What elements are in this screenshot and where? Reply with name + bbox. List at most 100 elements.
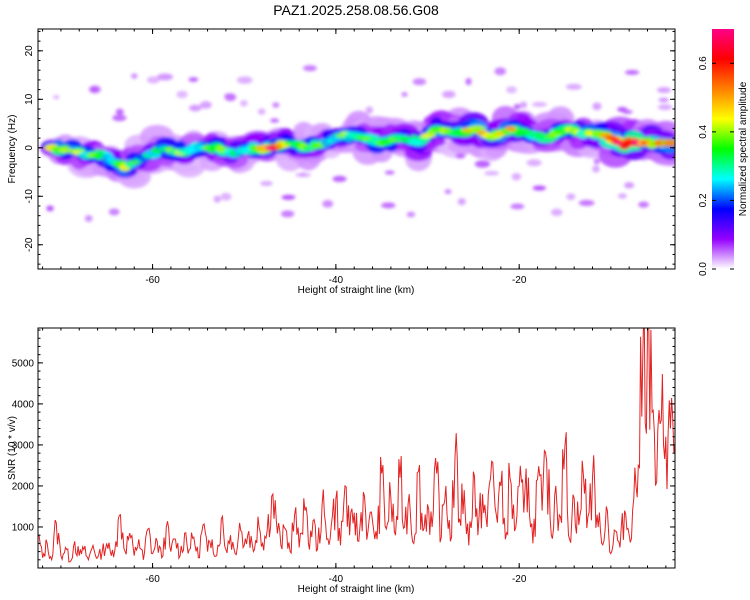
spectrogram-cell <box>257 108 266 115</box>
spectrogram-cell <box>322 200 334 208</box>
snr-frame <box>37 327 676 569</box>
spectrogram-cell <box>444 189 452 195</box>
snr-x-label: Height of straight line (km) <box>298 584 415 595</box>
spectrogram-cell <box>299 172 306 177</box>
spectrogram-cell <box>658 97 670 103</box>
spectrogram-cell <box>565 83 582 90</box>
spectrogram-cell <box>401 92 408 97</box>
spectrogram-cell <box>406 211 416 218</box>
spectrogram-cell <box>638 201 649 208</box>
spectrogram-cell <box>260 181 273 186</box>
spectrogram-cell <box>46 205 54 212</box>
spectrogram-cell <box>280 210 295 218</box>
spectrogram-cell <box>657 104 673 111</box>
spectrogram-cell <box>519 101 528 109</box>
spectrogram-cell <box>108 208 120 216</box>
spectrogram-cell <box>578 199 595 207</box>
spectrogram-cell <box>365 106 374 114</box>
spectrogram-cell <box>510 203 525 210</box>
spectrogram-cell <box>281 194 296 200</box>
spectrogram-cell <box>112 114 127 122</box>
colorbar-tick-label: 0.0 <box>698 262 709 276</box>
spectrogram-cell <box>494 67 507 76</box>
spectrogram-cell <box>441 90 456 99</box>
spectrogram-panel: -60 -40 -20 20 10 0 -10 -20 Height of straight… <box>7 28 676 296</box>
spectrogram-cell <box>511 173 522 181</box>
spectrogram-cell <box>455 153 466 159</box>
spectrogram-cell <box>130 73 138 79</box>
snr-y-ticks: 1000 2000 3000 4000 5000 <box>12 329 675 569</box>
spectrogram-heatmap <box>40 65 675 223</box>
snr-y-tick-label: 2000 <box>12 481 35 492</box>
spectrogram-y-tick-label: 10 <box>24 93 35 105</box>
spectrogram-cell <box>624 182 635 189</box>
spectrogram-y-tick-label: 20 <box>24 45 35 57</box>
colorbar-gradient <box>712 29 734 269</box>
colorbar-label: Normalized spectral amplitude <box>738 81 749 216</box>
spectrogram-cell <box>115 108 124 115</box>
spectrogram-cell <box>593 158 601 165</box>
colorbar-tick-label: 0.6 <box>698 56 709 70</box>
spectrogram-cell <box>146 76 160 84</box>
spectrogram-cell <box>531 102 547 107</box>
spectrogram-cell <box>189 104 202 112</box>
spectrogram-cell <box>592 165 600 173</box>
snr-y-tick-label: 1000 <box>12 522 35 533</box>
snr-y-tick-label: 5000 <box>12 358 35 369</box>
spectrogram-cell <box>176 90 188 99</box>
spectrogram-cell <box>239 100 248 107</box>
spectrogram-x-tick-label: -40 <box>329 275 344 286</box>
colorbar-tick-label: 0.2 <box>698 193 709 207</box>
spectrogram-cell <box>199 101 212 109</box>
spectrogram-cells <box>40 65 675 223</box>
spectrogram-frame <box>37 28 676 270</box>
spectrogram-cell <box>413 140 424 146</box>
spectrogram-cell <box>412 78 427 86</box>
snr-x-tick-label: -60 <box>145 574 160 585</box>
spectrogram-cell <box>617 193 627 199</box>
spectrogram-x-tick-label: -60 <box>145 275 160 286</box>
spectrogram-cell <box>303 65 317 72</box>
spectrogram-cell <box>270 118 280 123</box>
spectrogram-cell <box>220 192 232 201</box>
spectrogram-cell <box>90 86 98 93</box>
spectrogram-cell <box>592 102 602 111</box>
spectrogram-cell <box>526 159 542 167</box>
snr-panel: -60 -40 -20 1000 2000 3000 4000 5000 Height of… <box>7 327 676 595</box>
spectrogram-cell <box>532 185 547 191</box>
snr-x-tick-label: -40 <box>329 574 344 585</box>
spectrogram-cell <box>53 95 60 100</box>
spectrogram-cell <box>457 198 466 206</box>
snr-x-tick-label: -20 <box>512 574 527 585</box>
spectrogram-cell <box>474 160 491 168</box>
spectrogram-cell <box>224 93 231 100</box>
snr-x-ticks: -60 -40 -20 <box>42 328 667 585</box>
spectrogram-cell <box>188 77 199 82</box>
spectrogram-cell <box>84 215 93 223</box>
colorbar-tick-label: 0.4 <box>698 124 709 138</box>
spectrogram-cell <box>622 109 633 114</box>
spectrogram-y-tick-label: -20 <box>24 237 35 252</box>
snr-y-label: SNR (10 * v/v) <box>7 416 18 480</box>
spectrogram-cell <box>157 73 174 81</box>
spectrogram-cell <box>484 170 500 176</box>
spectrogram-cell <box>213 195 221 203</box>
spectrogram-cell <box>236 76 253 84</box>
spectrogram-cell <box>384 170 395 175</box>
colorbar: 0.0 0.2 0.4 0.6 Normalized spectral amplitu… <box>698 29 749 276</box>
spectrogram-cell <box>332 175 347 183</box>
spectrogram-x-tick-label: -20 <box>512 275 527 286</box>
spectrogram-cell <box>272 102 280 108</box>
colorbar-ticks: 0.0 0.2 0.4 0.6 <box>698 56 734 276</box>
spectrogram-y-tick-label: 0 <box>24 145 35 151</box>
spectrogram-cell <box>624 69 640 75</box>
spectrogram-cell <box>566 193 576 201</box>
spectrogram-cell <box>663 139 675 147</box>
figure-title: PAZ1.2025.258.08.56.G08 <box>273 2 439 18</box>
spectrogram-cell <box>465 77 472 86</box>
spectrogram-cell <box>550 208 563 217</box>
spectrogram-y-tick-label: -10 <box>24 189 35 204</box>
snr-series-line <box>38 328 675 563</box>
spectrogram-y-ticks: 20 10 0 -10 -20 <box>24 30 675 265</box>
